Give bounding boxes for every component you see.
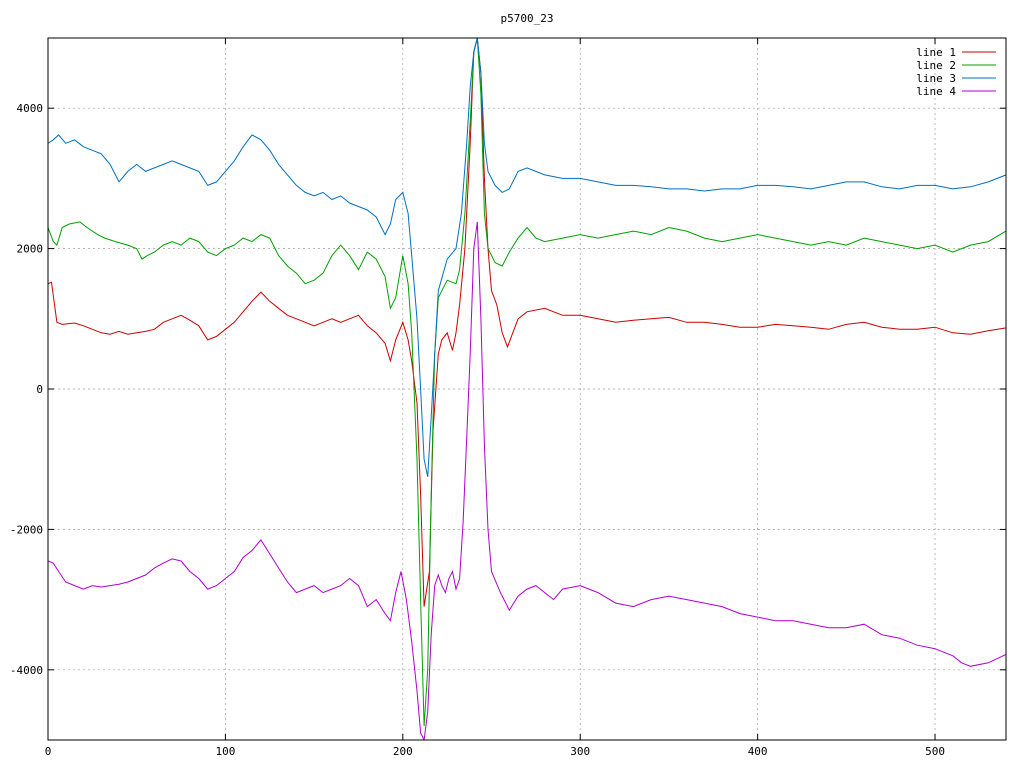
chart-title: p5700_23 — [501, 12, 554, 25]
grid-layer — [48, 38, 1006, 740]
legend-label-3: line 3 — [916, 72, 956, 85]
x-tick-label: 500 — [925, 745, 945, 758]
legend-label-2: line 2 — [916, 59, 956, 72]
legend-label-1: line 1 — [916, 46, 956, 59]
tick-layer: 0 100 200 300 400 500 -4000 -2000 0 2000 4000 — [10, 38, 1006, 758]
series-layer — [48, 38, 1006, 740]
x-tick-label: 200 — [393, 745, 413, 758]
y-tick-label: -2000 — [10, 523, 43, 536]
legend-label-4: line 4 — [916, 85, 956, 98]
y-tick-label: 4000 — [17, 102, 44, 115]
x-tick-label: 100 — [215, 745, 235, 758]
series-line-3 — [48, 38, 1006, 477]
y-tick-label: 2000 — [17, 243, 44, 256]
y-tick-label: -4000 — [10, 664, 43, 677]
x-tick-label: 400 — [748, 745, 768, 758]
series-line-2 — [48, 38, 1006, 727]
series-line-4 — [48, 221, 1006, 740]
x-tick-label: 0 — [45, 745, 52, 758]
y-tick-label: 0 — [36, 383, 43, 396]
x-tick-label: 300 — [570, 745, 590, 758]
